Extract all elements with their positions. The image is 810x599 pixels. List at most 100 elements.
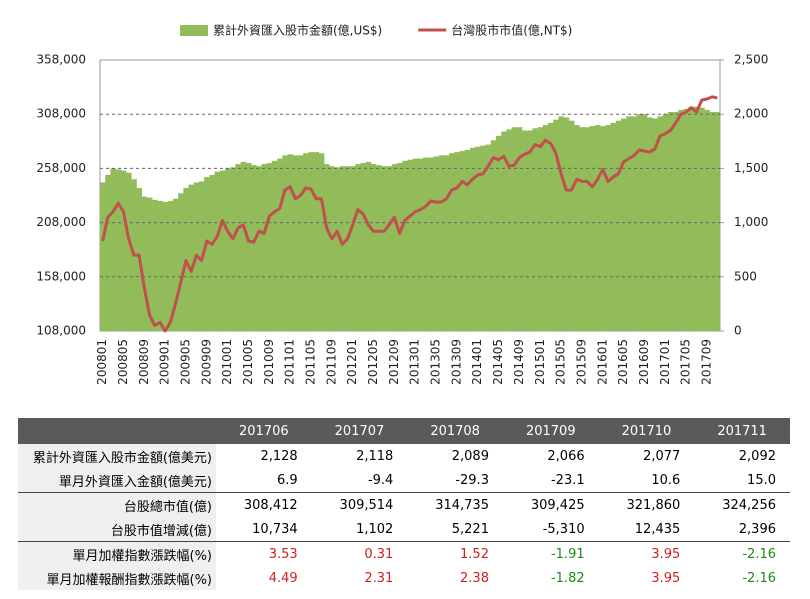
bar (152, 199, 158, 331)
bar (407, 159, 413, 331)
y-tick-label: 208,000 (36, 215, 86, 229)
row-label: 台股市值增減(億) (18, 517, 216, 542)
bar (443, 155, 450, 331)
data-table: 201706 201707 201708 201709 201710 201711 累計外資… (18, 418, 790, 590)
bar (225, 168, 231, 331)
bar (370, 164, 377, 331)
x-tick-label: 201309 (449, 339, 463, 385)
cell: -1.91 (502, 541, 599, 566)
bar (381, 166, 387, 331)
bar (495, 135, 502, 331)
cell: -29.3 (455, 472, 489, 488)
bar (120, 170, 127, 331)
table-row: 單月外資匯入金額(億美元) 6.9 -9.4 -29.3 -23.1 10.6 15.0 (18, 468, 790, 493)
bar (146, 197, 153, 331)
bar (105, 174, 111, 331)
bar (287, 154, 294, 331)
bar (626, 116, 632, 331)
x-tick-label: 201605 (616, 339, 630, 385)
bar (558, 116, 564, 331)
bar (636, 114, 643, 331)
cell: 2.31 (364, 570, 394, 586)
bar (235, 164, 241, 331)
cell: 10.6 (651, 472, 681, 488)
bar (537, 127, 544, 331)
bar (506, 129, 512, 331)
x-tick-label: 201709 (699, 339, 713, 385)
cell: 4.49 (268, 570, 298, 586)
bar (277, 158, 283, 331)
bar (485, 144, 492, 331)
bar (657, 116, 663, 331)
corner (18, 418, 216, 444)
cell: 0.31 (311, 541, 408, 566)
bar (522, 130, 528, 331)
bar (172, 198, 179, 331)
bar (412, 158, 419, 331)
y2-tick-label: 2,000 (734, 107, 768, 121)
bar (324, 164, 330, 331)
x-tick-label: 201409 (512, 339, 526, 385)
x-tick-label: 200901 (158, 339, 172, 385)
bar (693, 106, 700, 331)
bar (245, 162, 252, 331)
bar (699, 107, 705, 331)
y2-tick-label: 2,500 (734, 53, 768, 67)
bar (464, 149, 471, 331)
bar (303, 153, 309, 331)
bar (423, 157, 429, 331)
bar (516, 127, 523, 331)
x-tick-label: 201205 (366, 339, 380, 385)
bar (100, 182, 106, 331)
x-tick-label: 201009 (262, 339, 276, 385)
bar (126, 172, 132, 331)
bar (209, 174, 215, 331)
x-tick-label: 201301 (408, 339, 422, 385)
y-tick-label: 358,000 (36, 53, 86, 67)
bar (292, 155, 299, 331)
bar (480, 145, 486, 331)
table-row: 單月加權指數漲跌幅(%) 3.53 0.31 1.52 -1.91 3.95 -2.16 (18, 541, 790, 566)
cell: 1.52 (407, 541, 503, 566)
bar (490, 140, 497, 331)
bar (214, 171, 221, 331)
bar (391, 164, 398, 331)
bar (469, 147, 476, 331)
cell: 324,256 (694, 492, 790, 517)
cell: 12,435 (634, 521, 681, 537)
x-tick-label: 201401 (470, 339, 484, 385)
bar (574, 125, 580, 331)
cell: 2,066 (547, 448, 585, 464)
bar (673, 112, 679, 331)
cell: -1.82 (550, 570, 585, 586)
bar (667, 112, 674, 331)
bar (568, 120, 575, 331)
bar (329, 166, 335, 331)
bar (631, 116, 637, 331)
x-tick-label: 200801 (95, 339, 109, 385)
x-tick-label: 201005 (241, 339, 255, 385)
bar (334, 167, 340, 331)
bar (433, 156, 439, 331)
x-tick-label: 200909 (199, 339, 213, 385)
bar (615, 120, 622, 331)
column-header: 201711 (694, 418, 790, 444)
cell: -2.16 (694, 541, 790, 566)
bar (647, 117, 653, 332)
cell: 2,092 (738, 448, 776, 464)
bar (355, 164, 361, 331)
y-tick-label: 158,000 (36, 269, 86, 283)
row-label: 單月加權指數漲跌幅(%) (18, 541, 216, 566)
cell: 314,735 (407, 492, 503, 517)
row-label: 累計外資匯入股市金額(億美元) (18, 444, 216, 468)
bar (204, 177, 210, 331)
row-label: 單月外資匯入金額(億美元) (18, 468, 216, 493)
table-row: 台股市值增減(億) 10,734 1,102 5,221 -5,310 12,435 2,3… (18, 517, 790, 542)
y2-tick-label: 1,500 (734, 161, 768, 175)
x-tick-label: 201501 (533, 339, 547, 385)
cell: 3.95 (598, 541, 695, 566)
row-label: 台股總市值(億) (18, 492, 216, 517)
cell: 3.53 (216, 541, 312, 566)
x-tick-label: 201509 (574, 339, 588, 385)
cell: 2,128 (260, 448, 298, 464)
